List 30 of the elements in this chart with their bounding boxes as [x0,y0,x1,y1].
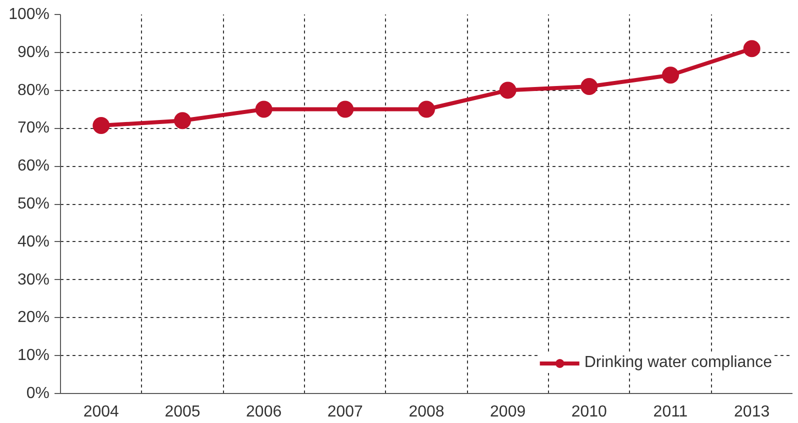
x-tick-label: 2008 [408,404,444,420]
y-tick-label: 40% [17,233,50,250]
x-tick-label: 2013 [734,404,770,420]
point [418,100,435,118]
x-tick-label: 2009 [490,404,526,420]
point [743,40,760,58]
y-tick-label: 50% [17,196,50,212]
x-tick-label: 2011 [653,404,688,420]
point [580,78,598,95]
legend-label: Drinking water compliance [584,354,772,372]
x-tick-label: 2004 [83,404,120,420]
y-tick-label: 30% [17,271,50,288]
y-tick-label: 70% [17,120,50,137]
x-tick-label: 2005 [164,404,200,420]
point [662,66,679,84]
point [499,82,516,99]
point [255,100,272,118]
y-tick-label: 10% [17,347,50,364]
y-tick-label: 0% [26,385,50,402]
y-tick-label: 20% [17,309,50,326]
y-tick-label: 80% [17,82,50,99]
point [174,112,191,130]
x-tick-label: 2006 [246,404,282,420]
y-tick-label: 100% [8,6,50,23]
point [92,117,110,134]
point [336,100,354,118]
x-tick-label: 2007 [327,404,364,420]
y-tick-label: 90% [17,44,50,61]
y-tick-label: 60% [17,158,50,175]
x-tick-label: 2010 [571,404,608,420]
